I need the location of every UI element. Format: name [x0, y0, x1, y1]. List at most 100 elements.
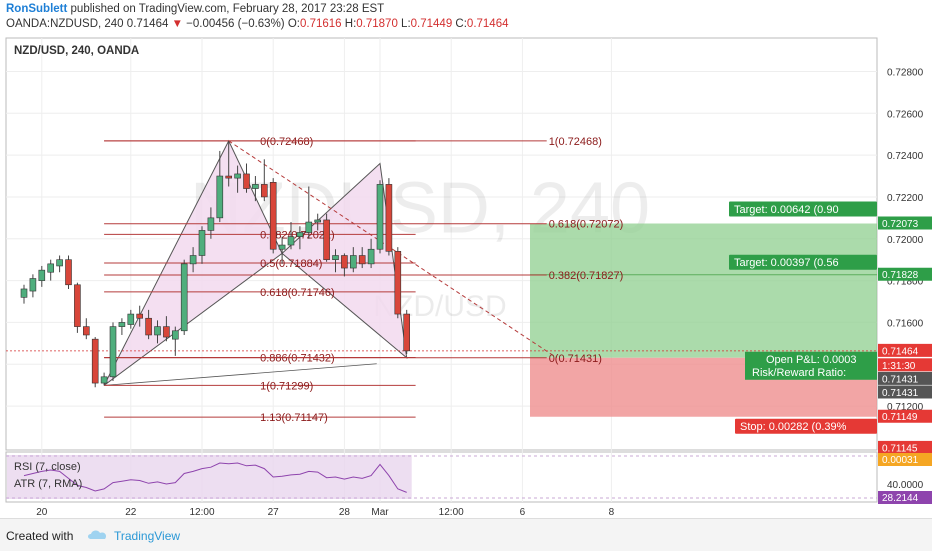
- open-pl-text: Open P&L: 0.0003: [766, 354, 857, 366]
- candle-body: [145, 317, 152, 336]
- candle-body: [154, 326, 161, 336]
- candle-body: [100, 376, 108, 384]
- footer-bar: Created with TradingView: [0, 518, 932, 551]
- candle-body: [358, 255, 366, 265]
- risk-reward-text: Risk/Reward Ratio:: [752, 367, 846, 379]
- tradingview-brand[interactable]: TradingView: [114, 529, 181, 543]
- fib-ext-label: 0.618(0.72072): [549, 219, 624, 231]
- atr-tag: 0.00031: [882, 455, 919, 466]
- last-price: 0.71464: [126, 18, 169, 30]
- rsi-tick-label: 40.0000: [887, 480, 924, 491]
- price-axis-tag: 0.71431: [882, 374, 919, 385]
- candle-body: [189, 255, 197, 265]
- open-label: O:: [287, 18, 300, 30]
- atr-tag-bg: [878, 453, 932, 466]
- price-axis-tag-bg: [878, 343, 932, 357]
- candle-body: [83, 326, 90, 336]
- price-axis-tag-bg: [878, 371, 932, 385]
- x-tick-label: 28: [339, 507, 351, 518]
- price-axis-tag-bg: [878, 409, 932, 423]
- x-tick-label: 12:00: [439, 507, 464, 518]
- low-label: L:: [401, 18, 411, 30]
- price-axis-tag-bg: [878, 440, 932, 454]
- x-tick-label: Mar: [371, 507, 389, 518]
- y-tick-label: 0.72600: [887, 109, 924, 120]
- x-tick-label: 27: [268, 507, 280, 518]
- candle-body: [198, 230, 206, 256]
- ohlc-line: OANDA:NZDUSD, 240 0.71464 ▼ −0.00456 (−0…: [6, 18, 509, 30]
- rsi-band: [7, 455, 412, 499]
- fib-level-label: 0.618(0.71746): [260, 287, 335, 299]
- candle-body: [163, 326, 170, 338]
- stop-label: Stop: 0.00282 (0.39%: [735, 418, 877, 434]
- high-value: 0.71870: [356, 18, 398, 30]
- candle-body: [56, 259, 63, 267]
- pattern-xd: [104, 363, 377, 386]
- published-text: published on TradingView.com, February 2…: [70, 3, 385, 15]
- candle-body: [385, 184, 393, 252]
- high-label: H:: [344, 18, 357, 30]
- target2-label-text: Target: 0.00397 (0.56: [734, 257, 839, 269]
- candle-body: [252, 184, 259, 189]
- rsi-tag: 28.2144: [882, 493, 919, 504]
- candle-body: [349, 255, 357, 269]
- candle-body: [180, 263, 188, 332]
- candle-body: [216, 175, 224, 219]
- candle-body: [269, 182, 277, 250]
- target2-label: Target: 0.00397 (0.56: [729, 254, 877, 270]
- rsi-tag-bg: [878, 491, 932, 504]
- candle-body: [38, 269, 46, 281]
- candle-body: [47, 263, 55, 273]
- candle-body: [260, 184, 268, 198]
- chart-title: NZD/USD, 240, OANDA: [14, 45, 139, 57]
- y-tick-label: 0.71600: [887, 318, 924, 329]
- candle-body: [20, 288, 28, 298]
- target1-label-bg: [729, 201, 877, 217]
- price-axis-tag: 1:31:30: [882, 361, 916, 372]
- candle-body: [394, 251, 402, 315]
- candle-body: [118, 322, 126, 327]
- price-axis-tag: 0.71431: [882, 388, 919, 399]
- x-tick-label: 22: [125, 507, 137, 518]
- candle-body: [74, 284, 81, 327]
- author-link[interactable]: RonSublett: [6, 3, 68, 15]
- price-axis-tag: 0.71145: [882, 443, 918, 454]
- tradingview-cloud-icon[interactable]: [86, 527, 110, 541]
- candle-body: [296, 232, 304, 237]
- price-axis-tag: 0.72073: [882, 219, 919, 230]
- fib-level-label: 0(0.72468): [260, 136, 313, 148]
- candle-body: [172, 330, 179, 340]
- price-axis-tag-bg: [878, 358, 932, 372]
- fib-ext-label: 1(0.72468): [549, 136, 602, 148]
- candle-body: [367, 248, 375, 265]
- candle-body: [314, 219, 322, 223]
- chart-header: RonSublett published on TradingView.com,…: [0, 0, 932, 36]
- candle-body: [91, 338, 99, 384]
- stop-label-text: Stop: 0.00282 (0.39%: [740, 421, 847, 433]
- y-tick-label: 0.72200: [887, 193, 924, 204]
- candle-body: [323, 219, 330, 260]
- x-tick-label: 12:00: [189, 507, 214, 518]
- candle-body: [65, 259, 72, 286]
- open-pl-bg: [745, 351, 877, 380]
- created-with-text: Created with: [6, 529, 74, 543]
- fib-level-label: 0.5(0.71884): [260, 258, 322, 270]
- candle-body: [207, 217, 215, 231]
- candle-body: [234, 173, 241, 179]
- price-axis-tag-bg: [878, 216, 932, 230]
- price-axis-tag: 0.71149: [882, 412, 918, 423]
- fib-level-label: 0.886(0.71432): [260, 353, 335, 365]
- price-chart[interactable]: 20 22 12:00 27 28 Mar 12:00 6 8 0.72800 0.72600 0.7…: [0, 0, 932, 518]
- x-tick-label: 20: [36, 507, 48, 518]
- publish-line: RonSublett published on TradingView.com,…: [6, 3, 384, 15]
- candle-body: [225, 175, 232, 179]
- candle-body: [403, 313, 411, 352]
- y-tick-label: 0.71800: [887, 277, 924, 288]
- fib-level-label: 1(0.71299): [260, 380, 313, 392]
- target1-label: Target: 0.00642 (0.90: [729, 201, 877, 217]
- target1-label-text: Target: 0.00642 (0.90: [734, 204, 839, 216]
- price-axis-tag: 0.71828: [882, 270, 919, 281]
- down-arrow-icon: ▼: [171, 18, 183, 30]
- candle-body: [136, 313, 143, 319]
